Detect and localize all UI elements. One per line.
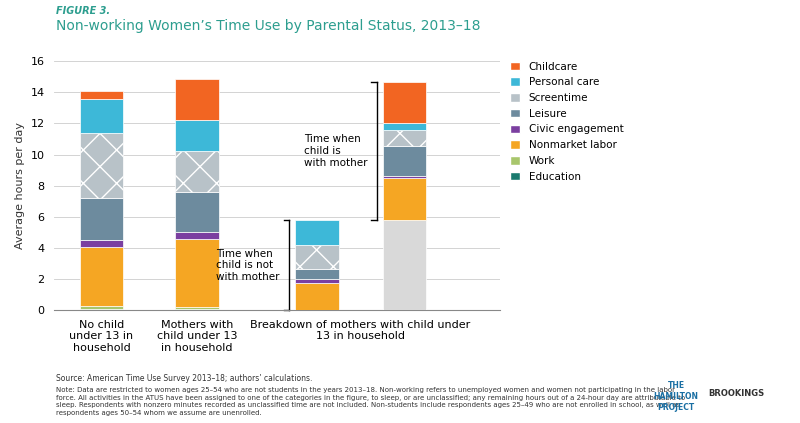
Bar (80, 198, 123, 240)
Text: Source: American Time Use Survey 2013–18; authors’ calculations.: Source: American Time Use Survey 2013–18… (56, 374, 312, 383)
Bar (175, 239, 219, 307)
Bar (175, 232, 219, 239)
Bar (80, 99, 123, 133)
Bar (295, 283, 338, 310)
Bar (382, 179, 426, 220)
Bar (295, 220, 338, 245)
Bar (175, 192, 219, 232)
Bar (295, 245, 338, 269)
Bar (382, 220, 426, 310)
Text: BROOKINGS: BROOKINGS (708, 389, 764, 398)
Bar (382, 123, 426, 129)
Text: FIGURE 3.: FIGURE 3. (56, 6, 110, 16)
Bar (382, 129, 426, 146)
Bar (295, 269, 338, 279)
Bar (80, 247, 123, 306)
Bar (80, 91, 123, 99)
Bar (175, 151, 219, 192)
Bar (382, 146, 426, 176)
Bar (80, 133, 123, 198)
Text: Time when
child is not
with mother: Time when child is not with mother (216, 249, 280, 282)
Bar (80, 240, 123, 247)
Text: Note: Data are restricted to women ages 25–54 who are not students in the years : Note: Data are restricted to women ages … (56, 387, 685, 415)
Bar (295, 279, 338, 283)
Bar (382, 82, 426, 123)
Text: Time when
child is
with mother: Time when child is with mother (304, 135, 367, 168)
Y-axis label: Average hours per day: Average hours per day (15, 122, 25, 249)
Bar (175, 120, 219, 151)
Text: Non-working Women’s Time Use by Parental Status, 2013–18: Non-working Women’s Time Use by Parental… (56, 19, 481, 33)
Legend: Childcare, Personal care, Screentime, Leisure, Civic engagement, Nonmarket labor: Childcare, Personal care, Screentime, Le… (510, 61, 623, 181)
Bar (80, 306, 123, 309)
Bar (175, 79, 219, 120)
Bar (175, 307, 219, 309)
Bar (175, 309, 219, 310)
Bar (80, 309, 123, 310)
Bar (382, 176, 426, 179)
Text: THE
HAMILTON
PROJECT: THE HAMILTON PROJECT (654, 381, 698, 412)
